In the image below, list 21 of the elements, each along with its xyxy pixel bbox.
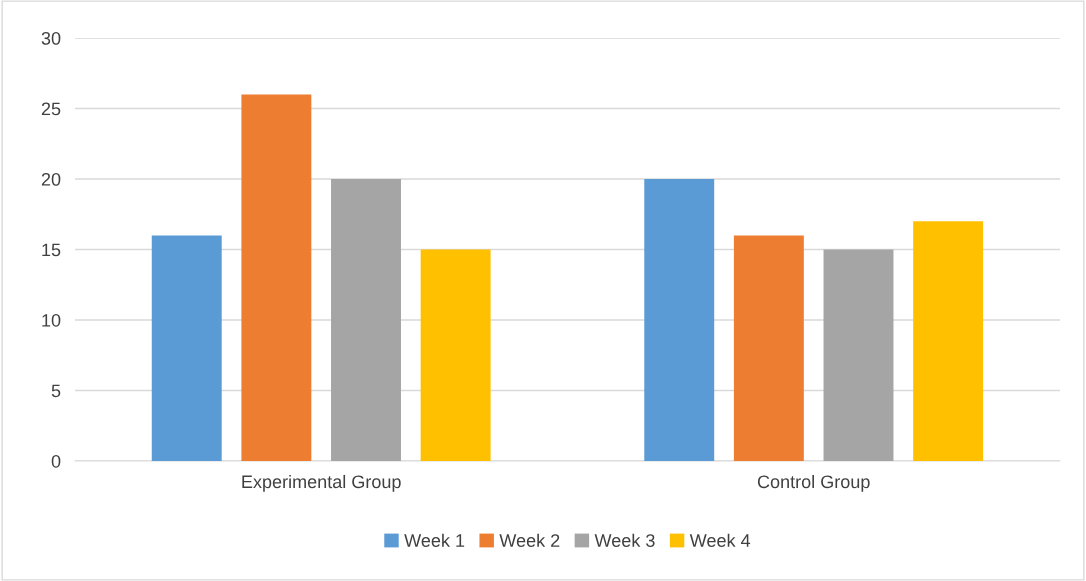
x-tick-label: Control Group bbox=[757, 474, 870, 492]
bar bbox=[151, 235, 222, 462]
legend-label: Week 3 bbox=[594, 533, 655, 547]
y-tick-label: 15 bbox=[42, 243, 61, 257]
x-tick-label: Experimental Group bbox=[242, 474, 401, 492]
bar bbox=[733, 235, 804, 462]
legend-label: Week 1 bbox=[404, 533, 465, 547]
y-tick-label: 10 bbox=[42, 313, 61, 327]
bar bbox=[644, 179, 715, 462]
y-tick-label: 25 bbox=[41, 102, 61, 116]
y-tick-label: 30 bbox=[41, 31, 61, 45]
legend-label: Week 4 bbox=[689, 533, 751, 547]
bar bbox=[241, 94, 312, 462]
y-tick-label: 5 bbox=[51, 384, 61, 398]
bar bbox=[913, 221, 984, 462]
y-tick-label: 20 bbox=[41, 172, 61, 186]
bar bbox=[420, 249, 491, 462]
bar bbox=[331, 179, 401, 462]
bar bbox=[823, 249, 894, 462]
legend-label: Week 2 bbox=[499, 533, 560, 547]
y-tick-label: 0 bbox=[51, 454, 61, 468]
